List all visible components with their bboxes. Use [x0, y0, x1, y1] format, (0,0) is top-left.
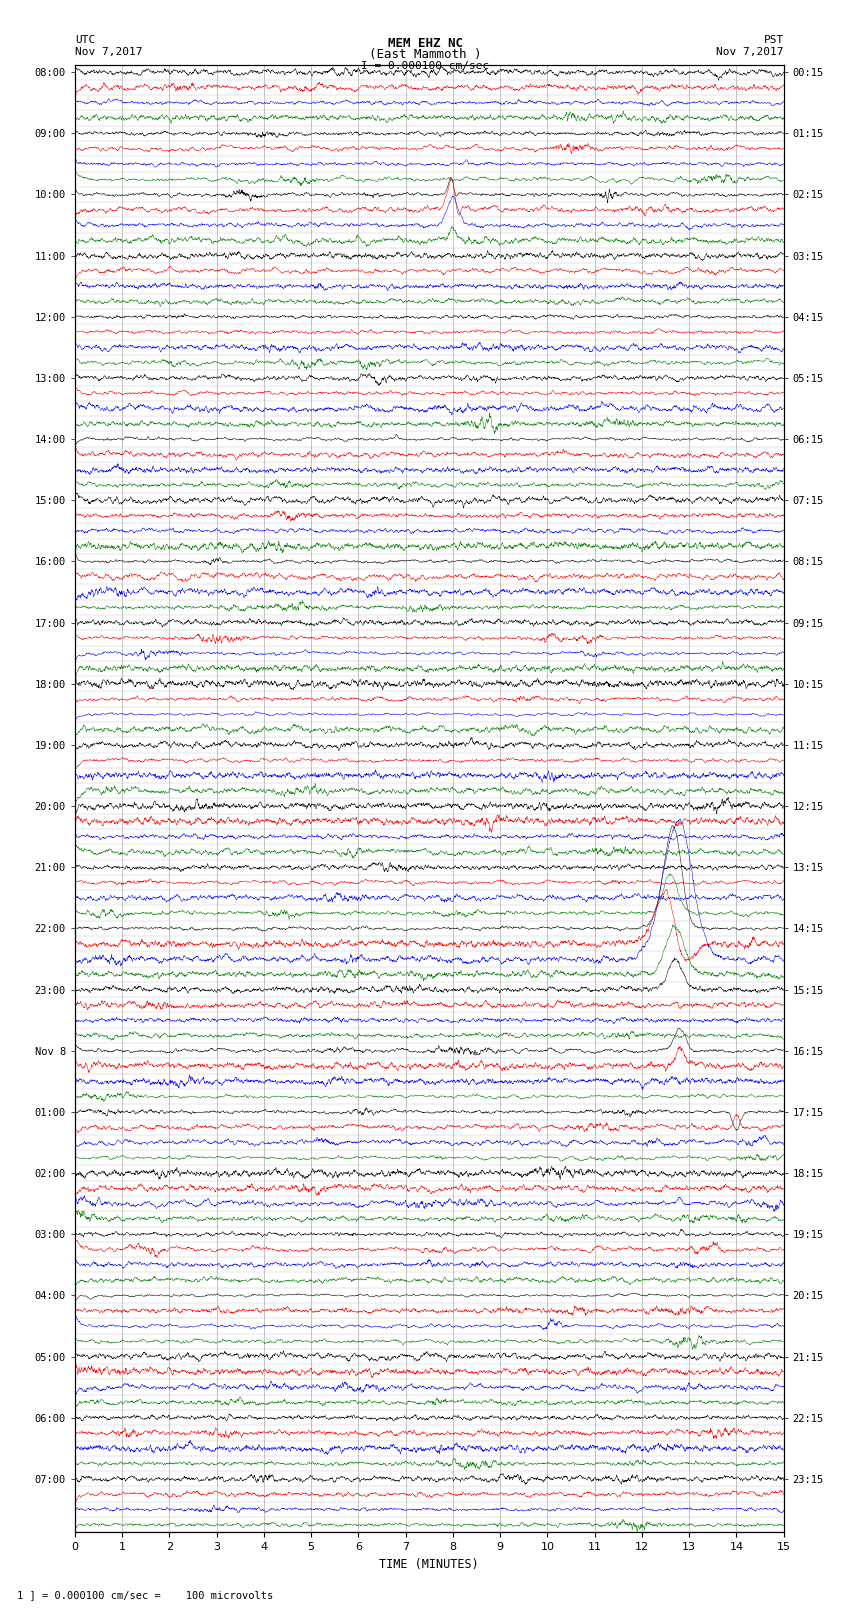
Text: UTC: UTC: [75, 35, 95, 45]
Text: MEM EHZ NC: MEM EHZ NC: [388, 37, 462, 50]
Text: Nov 7,2017: Nov 7,2017: [717, 47, 784, 56]
Text: I = 0.000100 cm/sec: I = 0.000100 cm/sec: [361, 61, 489, 71]
X-axis label: TIME (MINUTES): TIME (MINUTES): [379, 1558, 479, 1571]
Text: PST: PST: [763, 35, 784, 45]
Text: 1 ] = 0.000100 cm/sec =    100 microvolts: 1 ] = 0.000100 cm/sec = 100 microvolts: [17, 1590, 273, 1600]
Text: Nov 7,2017: Nov 7,2017: [75, 47, 142, 56]
Text: (East Mammoth ): (East Mammoth ): [369, 48, 481, 61]
